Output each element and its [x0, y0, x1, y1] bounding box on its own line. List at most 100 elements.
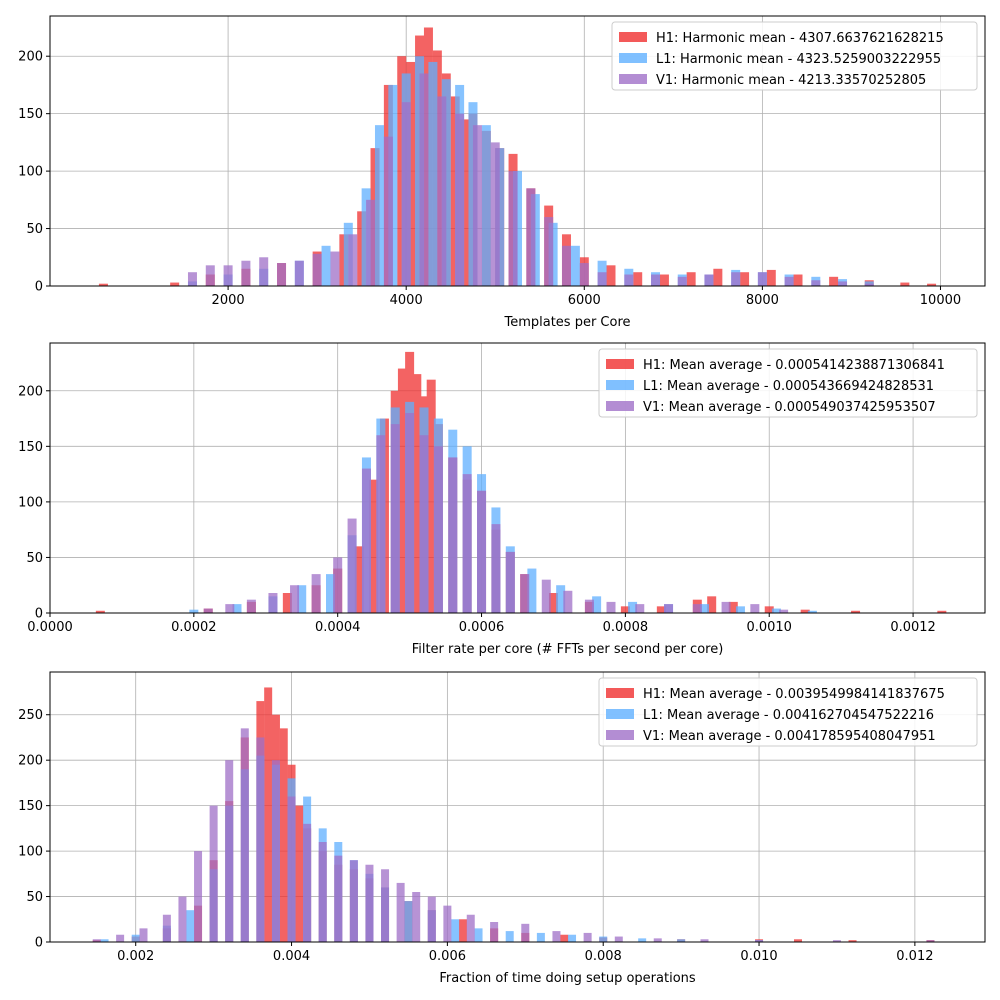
- histogram-bar: [731, 272, 741, 286]
- histogram-bar: [427, 896, 436, 942]
- histogram-bar: [579, 263, 589, 286]
- legend-label: V1: Harmonic mean - 4213.33570252805: [656, 73, 926, 88]
- x-tick-label: 0.0000: [27, 620, 73, 635]
- histogram-bar: [750, 604, 760, 613]
- series-3: [92, 728, 935, 942]
- x-axis-label: Templates per Core: [503, 315, 630, 330]
- histogram-bar: [757, 272, 767, 286]
- legend-swatch: [606, 359, 634, 369]
- histogram-bar: [277, 263, 287, 286]
- histogram-bar: [462, 474, 472, 613]
- histogram-bar: [412, 892, 421, 942]
- x-tick-label: 0.006: [429, 949, 466, 964]
- histogram-bar: [381, 869, 390, 942]
- histogram-bar: [829, 276, 839, 286]
- y-tick-label: 150: [18, 107, 43, 122]
- histogram-bar: [692, 604, 702, 613]
- histogram-bar: [633, 272, 643, 286]
- histogram-bar: [536, 932, 545, 942]
- histogram-bar: [811, 280, 821, 286]
- legend-swatch: [606, 688, 634, 698]
- histogram-bar: [508, 171, 518, 286]
- legend-box: [598, 348, 978, 418]
- histogram-bar: [348, 234, 358, 286]
- x-tick-label: 10000: [920, 293, 961, 308]
- legend-box: [611, 21, 978, 91]
- histogram-bar: [561, 245, 571, 286]
- x-tick-label: 0.0008: [603, 620, 649, 635]
- histogram-bar: [606, 601, 616, 613]
- histogram-bar: [92, 939, 101, 942]
- histogram-bar: [491, 524, 501, 613]
- histogram-bar: [303, 823, 312, 942]
- histogram-bar: [599, 936, 608, 942]
- legend-box: [598, 677, 978, 747]
- legend-label: L1: Mean average - 0.004162704547522216: [643, 708, 934, 723]
- histogram-bar: [794, 939, 802, 942]
- x-tick-label: 0.0010: [746, 620, 792, 635]
- histogram-bar: [635, 604, 645, 613]
- chart-panel-1: 2000 4000 6000 8000 10000 0 50 100 150 200 Templat…: [18, 15, 986, 330]
- x-axis-label: Fraction of time doing setup operations: [439, 971, 696, 986]
- histogram-bar: [597, 272, 607, 286]
- histogram-bar: [419, 435, 429, 613]
- histogram-bar: [472, 125, 482, 287]
- y-tick-label: 250: [18, 708, 43, 723]
- x-tick-label: 0.012: [896, 949, 933, 964]
- histogram-bar: [383, 136, 393, 286]
- histogram-bar: [246, 599, 256, 613]
- histogram-bar: [526, 188, 536, 286]
- histogram-bar: [656, 606, 666, 613]
- histogram-bar: [297, 585, 307, 613]
- x-tick-label: 2000: [212, 293, 245, 308]
- histogram-bar: [700, 604, 709, 613]
- histogram-bar: [354, 546, 364, 613]
- histogram-bar: [187, 272, 197, 286]
- histogram-bar: [838, 281, 848, 286]
- histogram-bar: [592, 596, 602, 613]
- histogram-bar: [369, 479, 379, 613]
- x-tick-label: 0.008: [585, 949, 622, 964]
- histogram-bar: [271, 760, 280, 942]
- histogram-bar: [223, 265, 233, 286]
- histogram-bar: [937, 610, 947, 613]
- histogram-bar: [477, 490, 487, 613]
- histogram-bar: [864, 283, 874, 286]
- histogram-bar: [800, 609, 810, 613]
- histogram-bar: [318, 842, 327, 942]
- y-tick-label: 100: [18, 165, 43, 180]
- x-ticks: 0.0000 0.0002 0.0004 0.0006 0.0008 0.0010 0.00…: [27, 613, 936, 635]
- x-tick-label: 0.0006: [459, 620, 505, 635]
- histogram-bar: [771, 608, 781, 613]
- axes-frame: [49, 15, 986, 287]
- histogram-bar: [162, 914, 171, 942]
- histogram-bar: [927, 283, 937, 286]
- histogram-bar: [721, 601, 731, 613]
- histogram-bar: [606, 265, 616, 286]
- x-tick-label: 4000: [390, 293, 423, 308]
- histogram-bar: [374, 125, 384, 287]
- series-3: [187, 73, 874, 287]
- histogram-bar: [225, 760, 234, 942]
- histogram-bar: [677, 939, 686, 942]
- legend-label: H1: Harmonic mean - 4307.6637621628215: [656, 31, 944, 46]
- y-tick-label: 100: [18, 845, 43, 860]
- histogram-bar: [584, 599, 594, 613]
- legend-label: H1: Mean average - 0.0005414238871306841: [643, 358, 945, 373]
- axes-frame: [49, 342, 986, 614]
- histogram-bar: [651, 274, 661, 286]
- histogram-bar: [490, 142, 500, 286]
- histogram-bar: [544, 217, 554, 286]
- y-tick-label: 200: [18, 754, 43, 769]
- legend-swatch: [606, 401, 634, 411]
- y-tick-label: 100: [18, 495, 43, 510]
- histogram-bar: [205, 265, 215, 286]
- x-tick-label: 0.002: [117, 949, 154, 964]
- legend-label: V1: Mean average - 0.000549037425953507: [643, 400, 936, 415]
- x-tick-label: 0.0002: [171, 620, 217, 635]
- x-tick-label: 0.0012: [890, 620, 936, 635]
- histogram-bar: [366, 199, 376, 286]
- histogram-bar: [832, 940, 841, 942]
- y-tick-label: 50: [26, 551, 43, 566]
- legend-swatch: [606, 730, 634, 740]
